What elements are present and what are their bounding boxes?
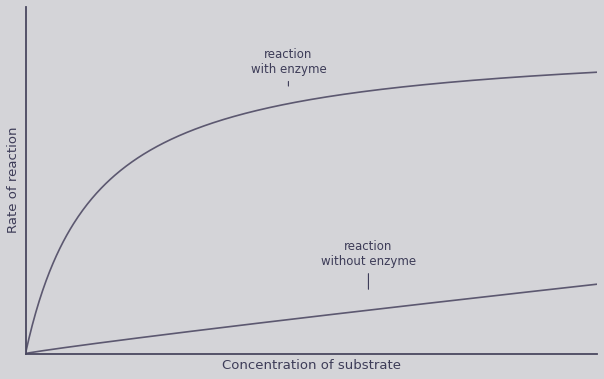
Y-axis label: Rate of reaction: Rate of reaction: [7, 127, 20, 233]
X-axis label: Concentration of substrate: Concentration of substrate: [222, 359, 401, 372]
Text: reaction
with enzyme: reaction with enzyme: [251, 48, 326, 86]
Text: reaction
without enzyme: reaction without enzyme: [321, 240, 416, 289]
